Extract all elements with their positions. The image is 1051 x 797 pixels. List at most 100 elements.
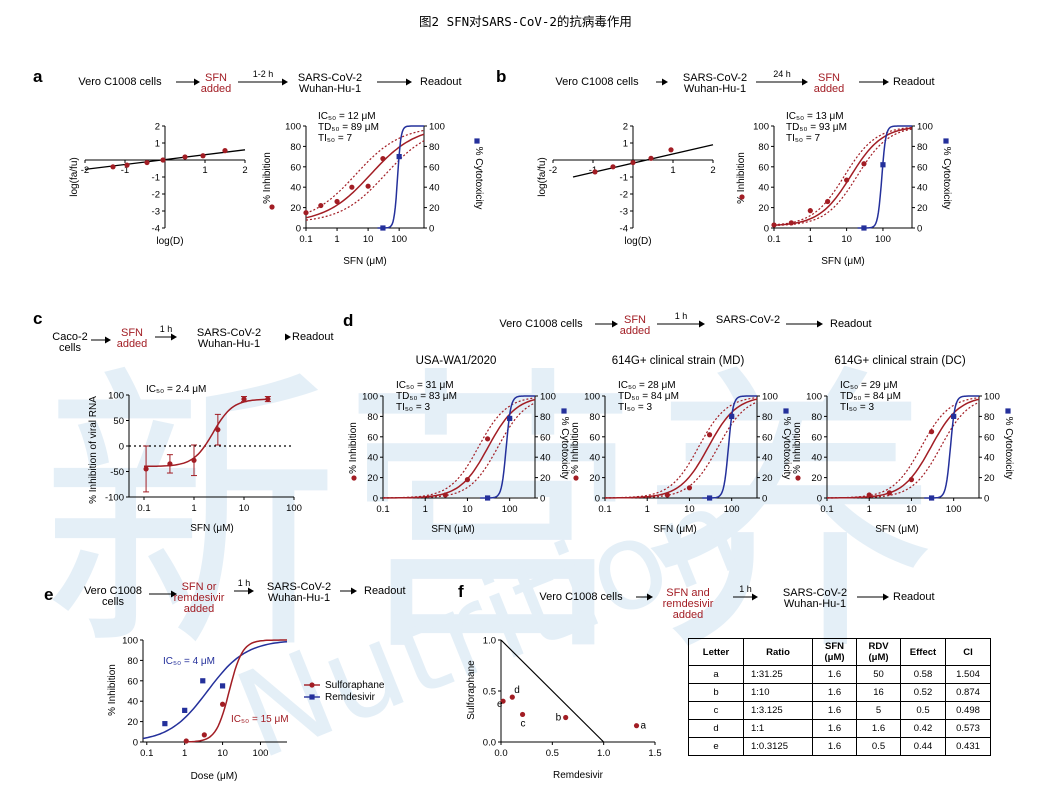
table-header-cell: RDV (μM)	[856, 638, 901, 666]
y2-tick-label: 0	[429, 224, 434, 235]
scheme-step: Readout	[893, 591, 935, 603]
scheme-arrow-head	[647, 593, 653, 601]
y2-tick-label: 0	[984, 494, 989, 505]
inhibition-point	[706, 432, 713, 438]
inhibition-point	[825, 198, 831, 205]
scheme-step: Wuhan-Hu-1	[784, 598, 846, 610]
inhibition-point	[771, 222, 777, 228]
median-point	[160, 157, 166, 163]
y-tick-label: -2	[620, 190, 628, 201]
table-cell: b	[688, 683, 744, 702]
point-label: e	[497, 699, 503, 710]
scheme-step: Readout	[364, 585, 406, 597]
table-cell: 1:1	[743, 719, 813, 738]
legend-marker	[309, 694, 315, 700]
y-axis-label: % Inhibition	[262, 152, 273, 204]
scheme-time: 1 h	[238, 578, 251, 588]
scheme-step: Vero C1008 cells	[499, 318, 583, 330]
inhibition-fit	[305, 133, 425, 219]
inhibition-point	[303, 210, 309, 216]
scheme-arrow-head	[171, 590, 177, 598]
y2-tick-label: 20	[917, 203, 928, 214]
table-cell: 1.6	[812, 701, 857, 720]
inhibition-point	[484, 436, 491, 442]
table-row: a 1:31.25 1.6 50 0.58 1.504	[688, 665, 991, 684]
point-label: c	[521, 718, 526, 729]
scheme-arrow-head	[194, 78, 200, 86]
x-tick-label: 1.0	[597, 748, 610, 759]
subplot-title: 614G+ clinical strain (DC)	[834, 355, 966, 367]
x-tick-label: 2	[242, 165, 247, 176]
y2-tick-label: 80	[917, 142, 928, 153]
annotation: IC₅₀ = 12 μM	[318, 111, 376, 122]
legend-point	[1005, 408, 1011, 414]
y-tick-label: 20	[589, 473, 600, 484]
y-tick-label: -4	[152, 224, 160, 235]
y-tick-label: 20	[758, 203, 769, 214]
y-tick-label: -1	[620, 173, 628, 184]
scheme-step: SARS-CoV-2	[197, 327, 261, 339]
annotation: TD₅₀ = 89 μM	[318, 122, 379, 133]
legend-point	[795, 475, 801, 481]
x-tick-label: 1	[670, 165, 675, 176]
panel-letter: c	[33, 309, 42, 328]
scheme-arrow-head	[752, 593, 758, 601]
y2-axis-label: % Cytotoxicity	[559, 417, 570, 480]
scheme-step: Readout	[893, 76, 935, 88]
x-tick-label: 0.1	[598, 504, 611, 515]
inhibition-point	[442, 492, 448, 498]
scheme-step: SARS-CoV-2	[298, 72, 362, 84]
point-label: b	[556, 713, 562, 724]
x-tick-label: 100	[286, 503, 302, 514]
inhibition-point	[334, 198, 340, 205]
inhibition-point	[928, 429, 935, 435]
table-cell: 0.874	[945, 683, 991, 702]
scheme-time: 24 h	[773, 69, 791, 79]
scheme-step: SFN	[205, 72, 227, 84]
scheme-step: cells	[102, 596, 125, 608]
legend-point	[573, 475, 579, 481]
isobologram-point	[563, 714, 569, 721]
y-tick-label: 80	[758, 142, 769, 153]
median-point	[182, 154, 188, 160]
x-tick-label: 1	[191, 503, 196, 514]
y-tick-label: 40	[811, 453, 822, 464]
scheme-step: Vero C1008 cells	[78, 76, 162, 88]
y-tick-label: 50	[113, 416, 124, 427]
x-axis-label: Remdesivir	[553, 770, 604, 781]
point-label: a	[641, 721, 647, 732]
annotation: TI₅₀ = 7	[318, 133, 352, 144]
table-cell: 1:3.125	[743, 701, 813, 720]
x-tick-label: 100	[724, 504, 740, 515]
x-tick-label: 0.1	[820, 504, 833, 515]
x-axis-label: log(D)	[156, 236, 183, 247]
inhibition-point	[318, 202, 324, 209]
scheme-step: added	[117, 338, 148, 350]
inhibition-point	[886, 490, 892, 496]
x-axis-label: SFN (μM)	[875, 524, 919, 535]
annotation: TD₅₀ = 84 μM	[618, 391, 679, 402]
y2-tick-label: 100	[984, 392, 1000, 403]
table-cell: d	[688, 719, 744, 738]
y-tick-label: 2	[155, 122, 160, 133]
x-tick-label: 1	[182, 748, 187, 759]
scheme-time: 1 h	[675, 311, 688, 321]
scheme-step: SFN	[818, 72, 840, 84]
scheme-arrow-head	[662, 78, 668, 86]
y-tick-label: 100	[806, 392, 822, 403]
y2-tick-label: 40	[984, 453, 995, 464]
y-tick-label: 60	[290, 162, 301, 173]
additivity-line	[500, 639, 605, 743]
inhibition-point	[861, 161, 867, 167]
isobologram-point	[633, 723, 640, 729]
legend-point	[783, 408, 789, 414]
scheme-step: added	[814, 83, 845, 95]
y2-tick-label: 40	[917, 183, 928, 194]
scheme-step: SFN	[624, 314, 646, 326]
scheme-step: SARS-CoV-2	[716, 314, 780, 326]
scheme-arrow-head	[406, 78, 412, 86]
table-cell: 1.504	[945, 665, 991, 684]
scheme-step: Vero C1008 cells	[539, 591, 623, 603]
inhibition-fit	[773, 127, 913, 226]
x-tick-label: 0.1	[376, 504, 389, 515]
